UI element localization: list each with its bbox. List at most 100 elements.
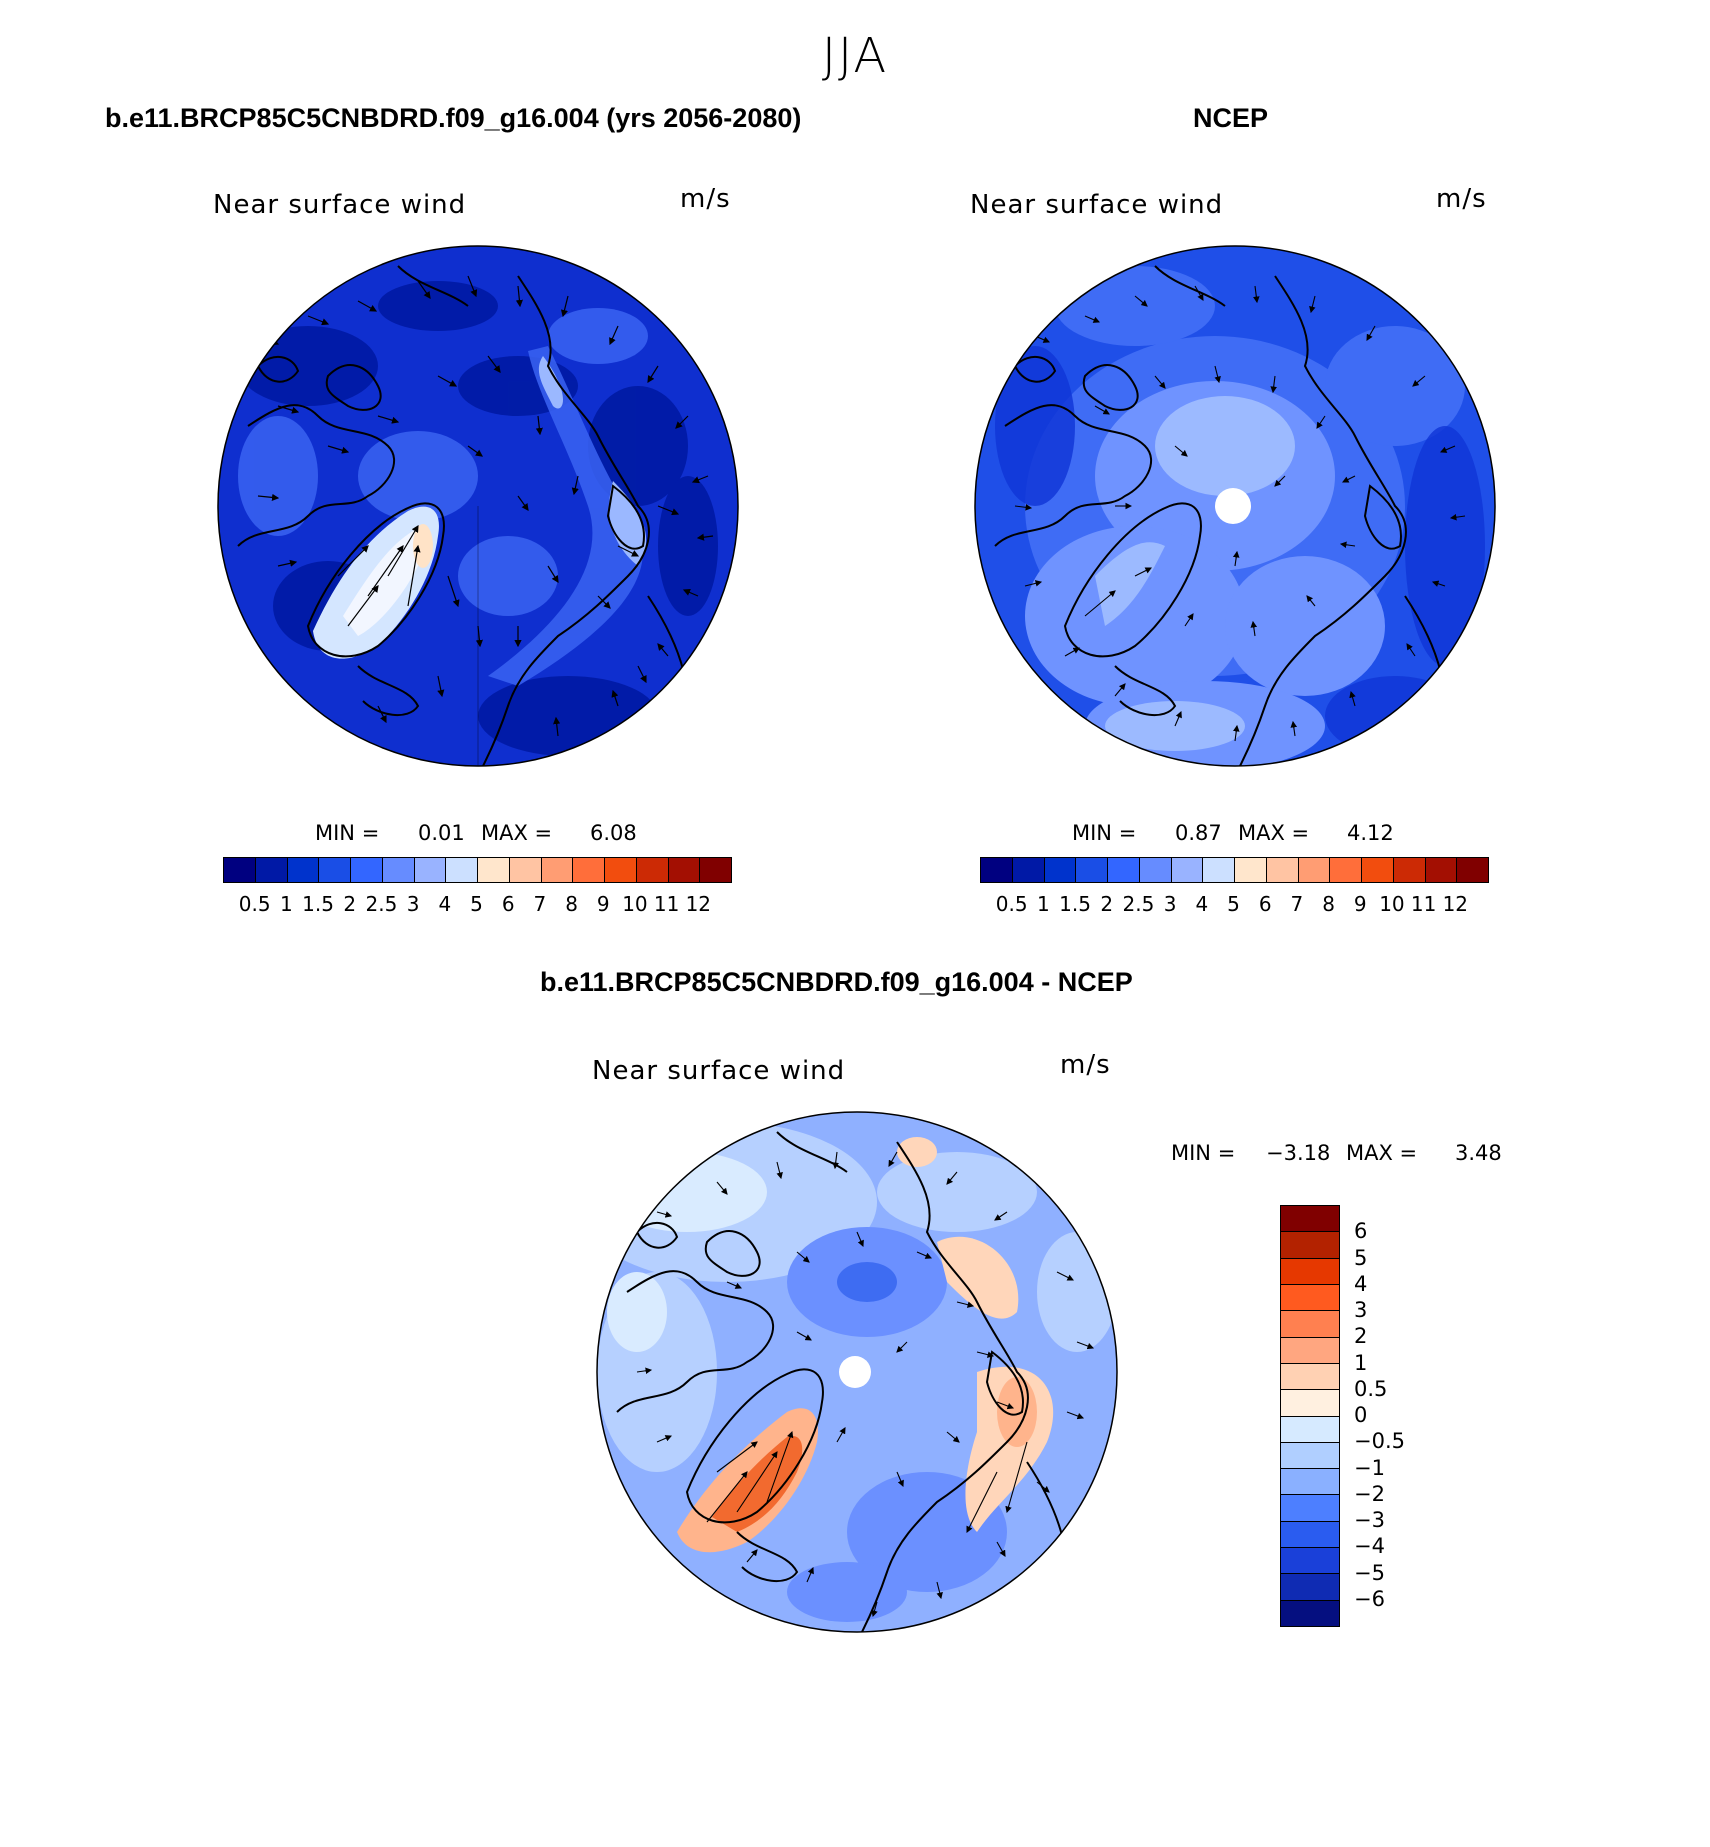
colorbar-tick-label: 11 <box>1410 892 1437 916</box>
colorbar-diff <box>1280 1205 1340 1627</box>
colorbar-swatch <box>1108 858 1140 882</box>
max-label-model: MAX = <box>481 821 553 845</box>
min-label-model: MIN = <box>315 821 380 845</box>
colorbar-tick-label: 5 <box>1354 1245 1368 1270</box>
colorbar-tick-label: 1 <box>1037 892 1050 916</box>
colorbar-swatch <box>1281 1495 1339 1522</box>
colorbar-swatch <box>1281 1311 1339 1338</box>
colorbar-tick-label: 4 <box>438 892 452 916</box>
colorbar-swatch <box>1281 1390 1339 1417</box>
colorbar-swatch <box>224 858 256 882</box>
colorbar-tick-label: 1 <box>280 892 293 916</box>
colorbar-tick-label: 9 <box>1353 892 1367 916</box>
colorbar-swatch <box>1281 1206 1339 1233</box>
colorbar-swatch <box>1139 858 1172 882</box>
units-label-diff: m/s <box>1060 1050 1111 1080</box>
polar-map-diff <box>596 1111 1118 1633</box>
colorbar-swatch <box>446 858 478 882</box>
colorbar-tick-label: 2 <box>1100 892 1114 916</box>
colorbar-tick-label: 6 <box>1258 892 1272 916</box>
colorbar-tick-label: 11 <box>653 892 680 916</box>
colorbar-tick-label: 3 <box>1354 1298 1368 1322</box>
colorbar-tick-label: 12 <box>685 892 712 916</box>
max-label-diff: MAX = <box>1346 1141 1418 1165</box>
colorbar-swatch <box>1012 858 1045 882</box>
colorbar-tick-label: 12 <box>1442 892 1469 916</box>
colorbar-swatch <box>414 858 447 882</box>
colorbar-swatch <box>636 858 669 882</box>
colorbar-ticks-diff: 6 5 4 3 2 1 0.5 0 −0.5 −1 −2 −3 −4 −5 −6 <box>1354 1205 1434 1625</box>
colorbar-swatch <box>1281 1232 1339 1259</box>
colorbar-swatch <box>1281 1442 1339 1470</box>
colorbar-tick-label: 0.5 <box>238 892 271 916</box>
panel-title-diff: b.e11.BRCP85C5CNBDRD.f09_g16.004 - NCEP <box>540 967 1133 997</box>
colorbar-swatch <box>1203 858 1235 882</box>
colorbar-swatch <box>541 858 574 882</box>
colorbar-swatch <box>1281 1469 1339 1496</box>
units-label-model: m/s <box>680 184 731 214</box>
colorbar-tick-label: 5 <box>470 892 483 916</box>
min-label-obs: MIN = <box>1072 821 1137 845</box>
colorbar-tick-label: −6 <box>1354 1586 1385 1611</box>
colorbar-swatch <box>1281 1284 1339 1312</box>
colorbar-tick-label: 1 <box>1354 1350 1368 1375</box>
colorbar-swatch <box>1281 1363 1339 1391</box>
colorbar-tick-label: −3 <box>1354 1508 1385 1532</box>
variable-name-diff: Near surface wind <box>592 1056 846 1086</box>
colorbar-swatch <box>1298 858 1331 882</box>
colorbar-tick-label: −5 <box>1354 1560 1385 1585</box>
colorbar-tick-label: 0.5 <box>995 892 1028 916</box>
colorbar-swatch <box>255 858 288 882</box>
units-label-obs: m/s <box>1436 184 1487 214</box>
colorbar-obs <box>980 857 1489 883</box>
colorbar-swatch <box>351 858 383 882</box>
colorbar-tick-label: 7 <box>1290 892 1304 916</box>
colorbar-tick-label: 0 <box>1354 1403 1368 1427</box>
colorbar-tick-label: 6 <box>501 892 515 916</box>
colorbar-tick-label: −1 <box>1354 1455 1385 1480</box>
colorbar-swatch <box>573 858 605 882</box>
colorbar-swatch <box>319 858 351 882</box>
colorbar-swatch <box>509 858 542 882</box>
colorbar-ticks-model: 0.5 1 1.5 2 2.5 3 4 5 6 7 8 9 10 11 12 <box>223 892 730 918</box>
colorbar-tick-label: 10 <box>622 892 648 916</box>
colorbar-swatch <box>1330 858 1362 882</box>
colorbar-tick-label: 3 <box>406 892 420 916</box>
colorbar-swatch <box>1281 1548 1339 1575</box>
colorbar-tick-label: 9 <box>596 892 610 916</box>
colorbar-tick-label: 2.5 <box>365 892 398 916</box>
colorbar-tick-label: 1.5 <box>1059 892 1091 916</box>
min-label-diff: MIN = <box>1171 1141 1236 1165</box>
max-value-model: 6.08 <box>590 821 637 845</box>
colorbar-swatch <box>1425 858 1458 882</box>
max-label-obs: MAX = <box>1238 821 1310 845</box>
colorbar-swatch <box>287 858 320 882</box>
colorbar-tick-label: 2 <box>343 892 357 916</box>
panel-title-obs: NCEP <box>1193 103 1269 133</box>
colorbar-swatch <box>1235 858 1267 882</box>
colorbar-swatch <box>1044 858 1077 882</box>
min-value-model: 0.01 <box>418 821 465 845</box>
colorbar-tick-label: 8 <box>565 892 578 916</box>
colorbar-swatch <box>605 858 637 882</box>
max-value-diff: 3.48 <box>1455 1141 1502 1165</box>
colorbar-tick-label: 0.5 <box>1354 1376 1388 1401</box>
colorbar-swatch <box>1076 858 1108 882</box>
colorbar-tick-label: 4 <box>1195 892 1209 916</box>
colorbar-tick-label: −2 <box>1354 1481 1385 1506</box>
panel-title-model: b.e11.BRCP85C5CNBDRD.f09_g16.004 (yrs 20… <box>105 103 802 133</box>
colorbar-swatch <box>1362 858 1394 882</box>
colorbar-ticks-obs: 0.5 1 1.5 2 2.5 3 4 5 6 7 8 9 10 11 12 <box>980 892 1487 918</box>
colorbar-tick-label: 2.5 <box>1122 892 1155 916</box>
colorbar-swatch <box>1281 1416 1339 1443</box>
colorbar-tick-label: 4 <box>1354 1271 1368 1296</box>
colorbar-swatch <box>1266 858 1299 882</box>
colorbar-swatch <box>981 858 1013 882</box>
polar-map-model <box>217 245 739 767</box>
colorbar-tick-label: 7 <box>533 892 547 916</box>
colorbar-swatch <box>1393 858 1426 882</box>
colorbar-swatch <box>1171 858 1204 882</box>
colorbar-tick-label: −0.5 <box>1354 1429 1405 1454</box>
min-value-obs: 0.87 <box>1175 821 1222 845</box>
figure-title: JJA <box>821 28 889 84</box>
